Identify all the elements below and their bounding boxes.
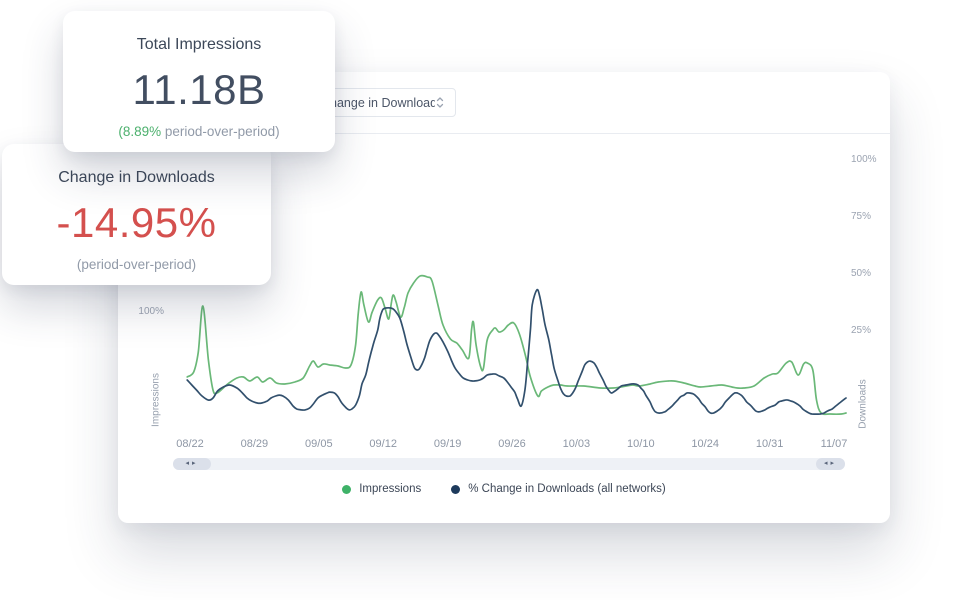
legend-label: % Change in Downloads (all networks) [468,483,666,495]
chart-legend: Impressions % Change in Downloads (all ne… [118,483,890,495]
change-in-downloads-card: Change in Downloads -14.95% (period-over… [2,144,271,285]
legend-item[interactable]: % Change in Downloads (all networks) [451,483,666,495]
x-axis-tick-label: 08/22 [176,438,204,450]
series-line-impressions [186,274,847,416]
x-axis-tick-label: 10/24 [691,438,719,450]
card-title: Change in Downloads [58,169,215,186]
x-axis-tick-label: 10/03 [562,438,591,450]
downloads-caption: (period-over-period) [76,257,197,272]
legend-item[interactable]: Impressions [342,483,421,495]
total-impressions-value: 11.18B [132,66,266,113]
right-axis-tick: 75% [851,211,872,222]
line-chart [186,274,847,416]
scrollbar-arrows-icon: ◂▸ [185,460,199,467]
delta-caption: period-over-period) [161,124,280,139]
x-axis-tick-label: 09/12 [369,438,397,450]
x-axis-tick-label: 10/10 [627,438,655,450]
left-axis-title: Impressions [150,373,162,427]
x-axis-tick-label: 11/07 [820,438,848,450]
scrollbar-arrows-icon: ◂▸ [823,460,838,467]
left-axis-tick: 100% [138,306,164,317]
card-title: Total Impressions [136,36,262,53]
right-axis-tick: 25% [851,325,872,336]
x-axis-tick-label: 10/31 [755,438,784,450]
select-chevrons-icon [436,97,444,108]
x-axis-tick-label: 09/26 [498,438,526,450]
impressions-delta: (8.89% period-over-period) [63,124,335,139]
x-axis-tick-label: 09/19 [433,438,462,450]
metric-select-value: Change in Downloads [321,95,435,110]
panel-divider [118,133,890,134]
series-line--change-in-downloads-all-networks- [186,288,847,415]
legend-dot-icon [342,484,352,494]
scrollbar-right-handle[interactable]: ◂▸ [816,458,845,470]
downloads-change-value: -14.95% [56,199,217,246]
right-axis-title: Downloads [857,379,869,429]
right-axis-tick: 50% [851,268,872,279]
scrollbar-left-handle[interactable]: ◂▸ [173,458,211,470]
right-axis-tick: 100% [851,154,877,165]
x-axis-tick-label: 08/29 [240,438,269,450]
x-axis-tick-label: 09/05 [305,438,333,450]
total-impressions-card: Total Impressions 11.18B (8.89% period-o… [63,11,335,152]
chart-horizontal-scrollbar[interactable]: ◂▸ ◂▸ [173,458,845,470]
delta-percent: (8.89% [118,124,162,139]
legend-label: Impressions [359,483,422,495]
legend-dot-icon [451,484,461,494]
